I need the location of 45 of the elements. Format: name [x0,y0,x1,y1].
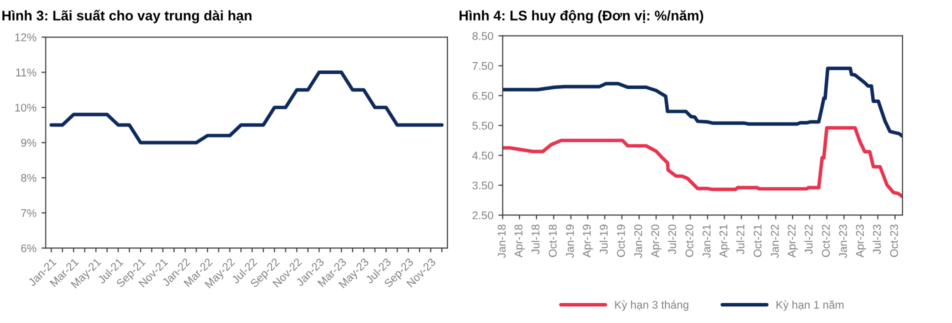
x-tick-label: Jul-20 [668,224,676,254]
x-tick-label: Jul-22 [804,224,813,254]
y-tick-label: 8.50 [472,32,494,40]
x-tick-label: Jan-19 [566,224,574,258]
x-tick-label: Jan-23 [839,224,847,258]
y-tick-label: 7.50 [472,62,494,70]
x-tick-label: Oct-21 [754,224,762,257]
x-tick-label: Jul-19 [600,224,608,254]
chart-title: Hình 4: LS huy động (Đơn vị: %/năm) [460,10,704,24]
line-series [502,126,902,198]
x-tick-label: Jul-21 [736,224,744,254]
x-tick-label: Apr-19 [582,224,593,258]
y-tick-label: 5.50 [472,122,494,130]
x-tick-label: Apr-22 [788,224,798,258]
x-tick-label: Apr-23 [856,224,866,258]
y-tick-label: 12% [15,33,36,42]
x-tick-label: Jan-18 [498,224,506,258]
x-tick-label: Apr-18 [514,224,525,258]
y-tick-label: 11% [16,68,36,76]
y-tick-label: 3.50 [472,182,494,190]
x-tick-label: Oct-23 [890,224,898,257]
y-tick-label: 2.50 [472,211,494,220]
x-tick-label: Jan-21 [702,224,711,258]
chart-title: Hình 3: Lãi suất cho vay trung dài hạn [2,10,252,24]
x-tick-label: Apr-20 [651,224,662,258]
x-tick-label: Oct-19 [617,224,625,257]
x-tick-label: Jan-22 [770,224,779,258]
legend-label: Kỳ hạn 1 năm [776,300,844,311]
line-series [50,70,444,144]
x-tick-label: Oct-22 [822,224,830,257]
x-tick-label: Apr-21 [719,224,730,258]
line-series [502,66,902,138]
x-tick-label: Jan-20 [634,224,642,258]
x-tick-label: Oct-20 [685,224,694,257]
y-tick-label: 9% [21,138,36,147]
x-tick-label: Oct-18 [548,224,557,257]
y-tick-label: 6.50 [472,92,494,100]
legend-label: Kỳ hạn 3 tháng [615,300,688,311]
y-tick-label: 8% [21,174,36,182]
y-tick-label: 4.50 [472,152,494,160]
y-tick-label: 6% [21,244,36,252]
x-tick-label: Jul-18 [531,224,540,254]
y-tick-label: 7% [21,209,36,218]
y-tick-label: 10% [15,104,36,112]
x-tick-label: Jul-23 [872,224,881,254]
